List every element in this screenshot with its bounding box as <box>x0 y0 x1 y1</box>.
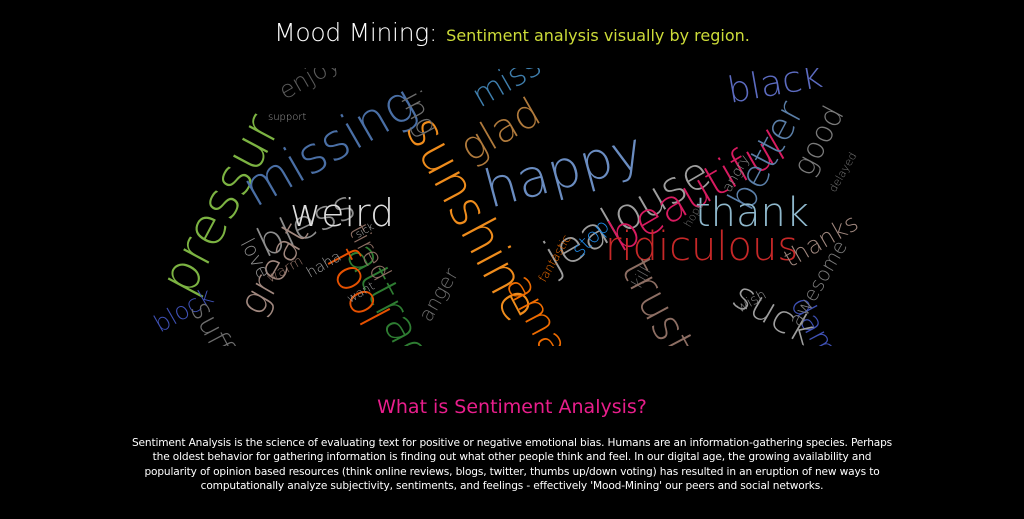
page-title: Mood Mining: <box>274 18 438 47</box>
cloud-word-delayed: delayed <box>826 150 859 194</box>
cloud-word-weird: weird <box>290 191 394 235</box>
cloud-word-support: support <box>268 112 306 123</box>
word-cloud-canvas: pressurmissingblessattractionssunshinegl… <box>150 68 863 346</box>
section-heading: What is Sentiment Analysis? <box>377 396 647 418</box>
cloud-word-thank: thank <box>695 190 809 236</box>
word-cloud: pressurmissingblessattractionssunshinegl… <box>150 68 880 346</box>
cloud-word-ridiculous: ridiculous <box>605 224 798 270</box>
cloud-word-anger: anger <box>414 263 464 325</box>
cloud-word-enjoy: enjoy <box>274 68 345 105</box>
page-subtitle: Sentiment analysis visually by region. <box>446 26 750 45</box>
section-body: Sentiment Analysis is the science of eva… <box>131 437 893 493</box>
page-header: Mood Mining: Sentiment analysis visually… <box>0 18 1024 47</box>
